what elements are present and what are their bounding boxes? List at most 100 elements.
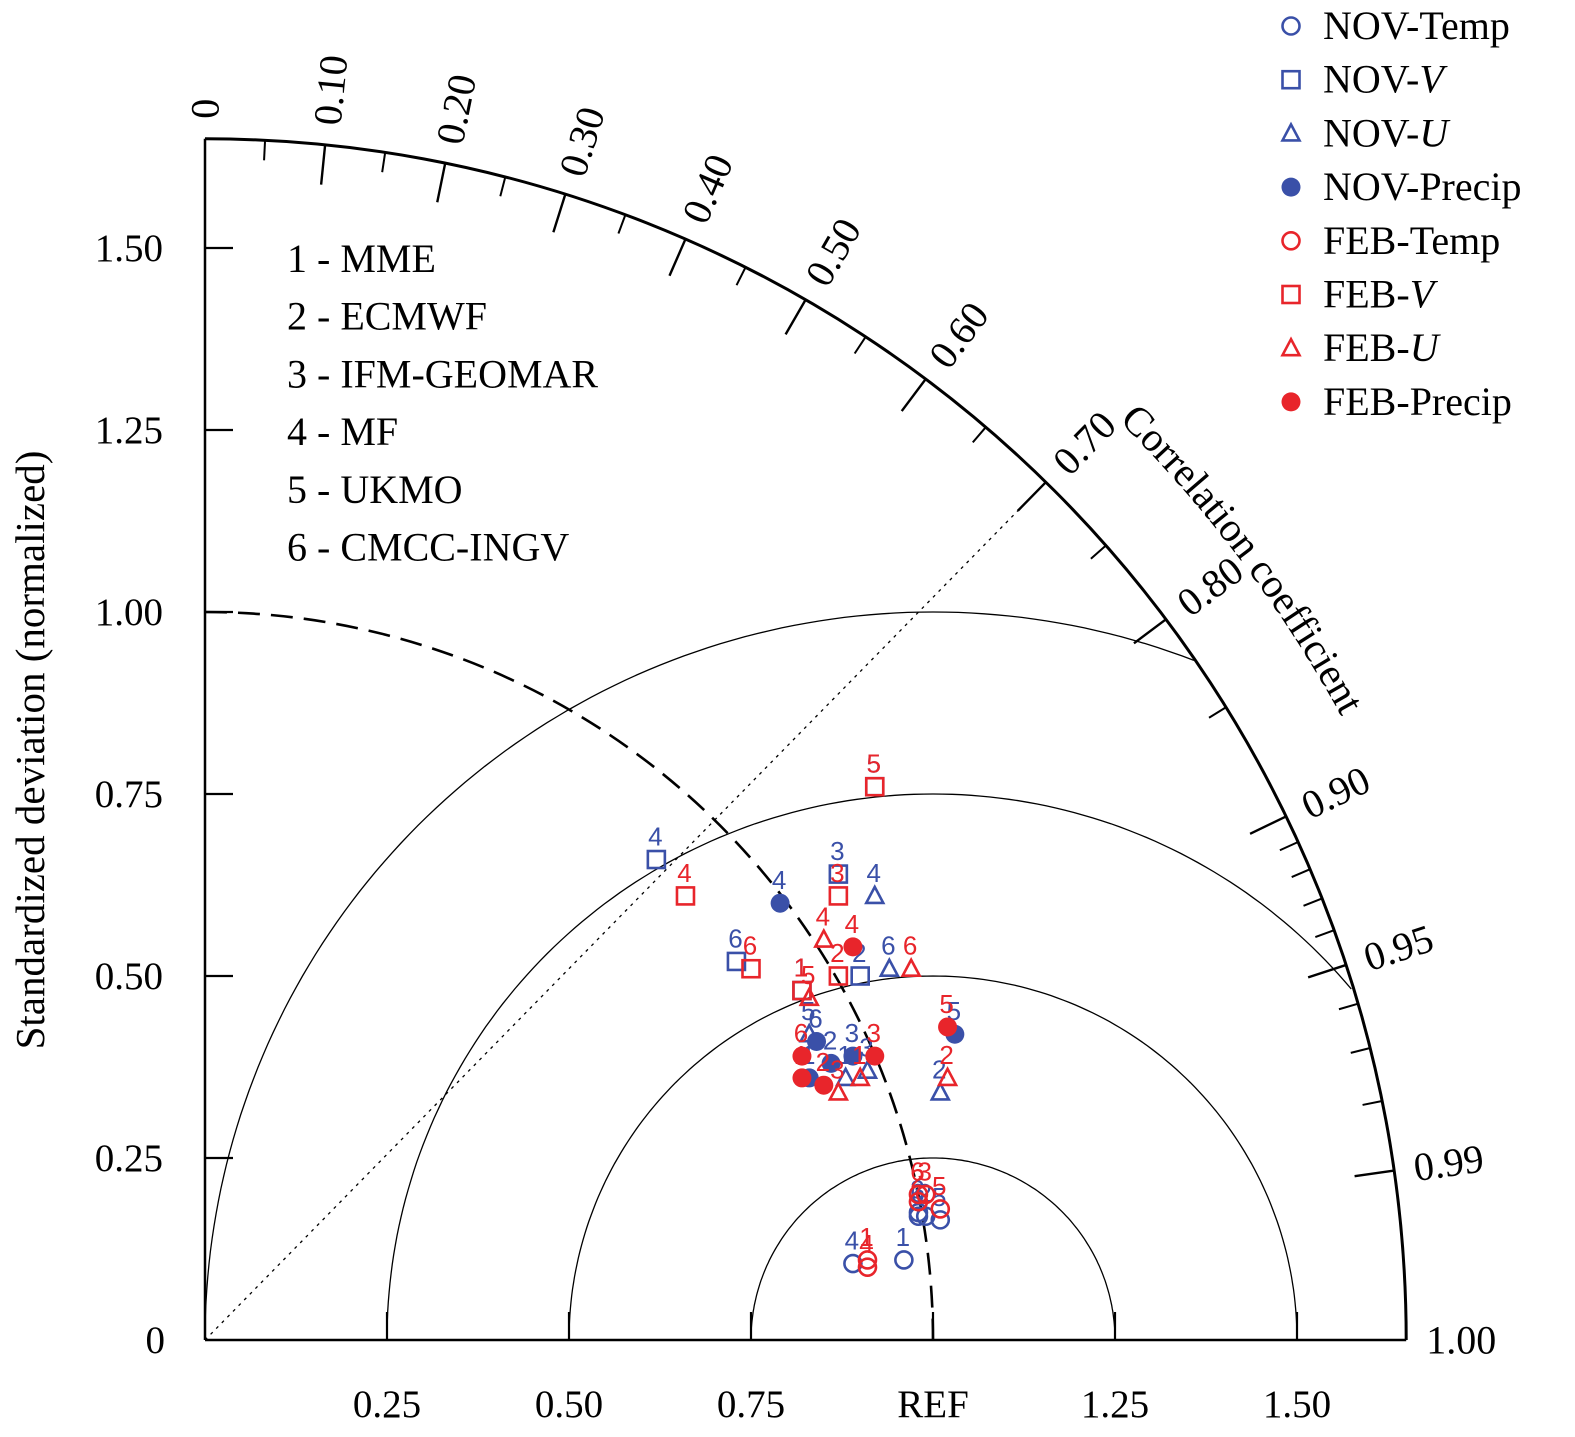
corr-minor-tick bbox=[1362, 1099, 1383, 1106]
point-label: 3 bbox=[867, 1018, 881, 1048]
rmsd-circle bbox=[750, 1157, 1116, 1340]
point-feb-temp bbox=[915, 1184, 936, 1205]
point-label: 4 bbox=[845, 1226, 859, 1256]
corr-minor-tick bbox=[1291, 868, 1311, 878]
corr-minor-tick bbox=[1279, 841, 1299, 852]
x-tick-label: REF bbox=[897, 1383, 969, 1426]
point-label: 5 bbox=[932, 1182, 946, 1212]
legend-var: Precip bbox=[1410, 379, 1512, 424]
legend-marker bbox=[1280, 336, 1302, 357]
point-nov-temp bbox=[908, 1206, 929, 1227]
point-label: 3 bbox=[830, 836, 844, 866]
model-key-item: 3 - IFM-GEOMAR bbox=[287, 351, 598, 396]
legend-var: Temp bbox=[1419, 3, 1510, 48]
model-key-item: 6 - CMCC-INGV bbox=[287, 525, 569, 570]
corr-major-tick bbox=[900, 378, 927, 412]
point-feb-temp bbox=[908, 1184, 929, 1205]
point-feb-u bbox=[849, 1066, 871, 1087]
legend-prefix: NOV- bbox=[1323, 57, 1419, 102]
model-key: 1 - MME 2 - ECMWF 3 - IFM-GEOMAR 4 - MF 5 - … bbox=[287, 236, 598, 570]
point-nov-u bbox=[929, 1080, 951, 1101]
point-feb-u bbox=[798, 986, 820, 1007]
point-feb-precip bbox=[938, 1017, 958, 1037]
legend-label: FEB-U bbox=[1323, 325, 1442, 370]
corr-minor-tick bbox=[1090, 544, 1107, 560]
corr-minor-tick bbox=[1350, 1047, 1371, 1054]
corr-label: 0.90 bbox=[1294, 757, 1377, 828]
point-feb-precip bbox=[792, 1046, 812, 1066]
legend-var: V bbox=[1410, 272, 1439, 317]
x-tick-label: 1.50 bbox=[1263, 1383, 1331, 1426]
legend: NOV-TempNOV-VNOV-UNOV-PrecipFEB-TempFEB-… bbox=[1280, 3, 1522, 424]
point-label: 1 bbox=[859, 1222, 873, 1252]
point-label: 4 bbox=[772, 865, 786, 895]
corr-major-tick bbox=[552, 193, 567, 233]
y-tick-label: 0.75 bbox=[95, 773, 163, 816]
point-feb-temp bbox=[857, 1257, 878, 1277]
point-label: 5 bbox=[801, 960, 815, 990]
x-tick-label: 0.50 bbox=[535, 1383, 603, 1426]
legend-prefix: FEB- bbox=[1323, 272, 1410, 317]
model-key-item: 2 - ECMWF bbox=[287, 294, 487, 339]
correlation-title-path: Correlation coefficient bbox=[1112, 395, 1374, 722]
point-label: 6 bbox=[881, 931, 895, 961]
legend-marker bbox=[1281, 177, 1301, 197]
legend-prefix: FEB- bbox=[1323, 218, 1410, 263]
rmsd-circle bbox=[386, 793, 1352, 1341]
reference-std-arc bbox=[204, 610, 935, 1341]
point-label: 6 bbox=[743, 931, 757, 961]
point-feb-v bbox=[864, 776, 885, 797]
corr-major-tick bbox=[1249, 815, 1287, 835]
point-nov-v bbox=[864, 776, 885, 797]
ticks bbox=[205, 140, 1395, 1340]
point-feb-precip bbox=[865, 1046, 885, 1066]
point-feb-u bbox=[813, 927, 835, 948]
corr-minor-tick bbox=[263, 140, 267, 161]
point-label: 3 bbox=[830, 1054, 844, 1084]
legend-prefix: FEB- bbox=[1323, 379, 1410, 424]
corr-major-tick bbox=[1307, 963, 1347, 979]
point-nov-precip bbox=[770, 893, 790, 913]
y-tick-label: 0.25 bbox=[95, 1137, 163, 1180]
point-feb-v bbox=[741, 958, 761, 979]
legend-var: U bbox=[1419, 110, 1451, 155]
legend-marker bbox=[1281, 231, 1301, 251]
corr-minor-tick bbox=[1303, 897, 1323, 907]
point-label: 5 bbox=[867, 749, 881, 779]
point-label: 4 bbox=[867, 858, 881, 888]
point-label: 6 bbox=[728, 923, 742, 953]
legend-prefix: NOV- bbox=[1323, 164, 1419, 209]
corr-major-tick bbox=[1354, 1169, 1395, 1178]
point-feb-temp bbox=[857, 1250, 878, 1270]
legend-label: FEB-Precip bbox=[1323, 379, 1512, 424]
x-tick-label: 0.75 bbox=[717, 1383, 785, 1426]
corr-label: 0.50 bbox=[796, 211, 870, 294]
point-nov-temp bbox=[894, 1250, 914, 1270]
y-tick-label: 1.50 bbox=[95, 227, 163, 270]
point-feb-v bbox=[675, 886, 696, 906]
point-label: 1 bbox=[852, 1040, 866, 1070]
point-label: 1 bbox=[896, 1222, 910, 1252]
x-tick-label: 1.25 bbox=[1081, 1383, 1149, 1426]
corr-major-tick bbox=[784, 299, 807, 335]
point-label: 1 bbox=[794, 953, 808, 983]
corr-minor-tick bbox=[617, 214, 627, 234]
point-label: 6 bbox=[903, 931, 917, 961]
point-nov-temp bbox=[930, 1210, 951, 1230]
legend-prefix: FEB- bbox=[1323, 325, 1410, 370]
rmsd-circle bbox=[568, 975, 1298, 1341]
point-label: 4 bbox=[845, 909, 859, 939]
point-label: 6 bbox=[794, 1018, 808, 1048]
legend-marker bbox=[1280, 121, 1302, 142]
corr-major-tick bbox=[1016, 481, 1047, 512]
point-label: 3 bbox=[845, 1018, 859, 1048]
corr-label: 0.10 bbox=[305, 53, 357, 127]
model-key-item: 4 - MF bbox=[287, 409, 398, 454]
point-label: 4 bbox=[816, 902, 830, 932]
corr-label: 0.60 bbox=[920, 294, 998, 377]
corr-minor-tick bbox=[1314, 929, 1335, 938]
point-feb-u bbox=[900, 956, 922, 978]
corr-major-tick bbox=[668, 238, 687, 277]
corr-label: 0.99 bbox=[1411, 1136, 1487, 1190]
